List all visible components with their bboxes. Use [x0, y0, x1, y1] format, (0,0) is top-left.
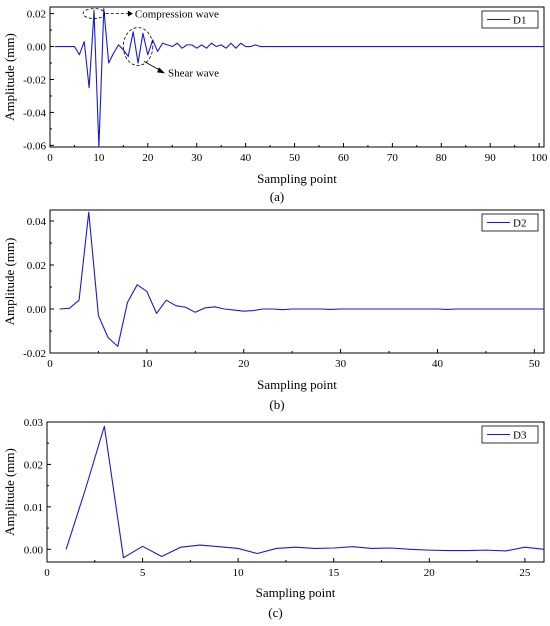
- x-tick-label: 10: [93, 152, 105, 164]
- shear-wave-marker: [122, 27, 154, 66]
- series-line-d2: [59, 211, 544, 347]
- y-tick-label: 0.00: [27, 304, 47, 316]
- panel-caption: (a): [270, 189, 284, 204]
- series-line-d1: [54, 8, 544, 147]
- legend-label: D2: [513, 218, 526, 230]
- shear-wave-label: Shear wave: [168, 67, 219, 79]
- chart-panel-2: 0 10 20 30 40 50 -0.02 0.00 0.02 0.04 D2 Sampling p…: [2, 209, 545, 412]
- x-tick-label: 40: [432, 358, 444, 370]
- chart-panel-3: 0 5 10 15 20 25 0.00 0.01 0.02 0.03 D3 Sampling poi…: [2, 417, 545, 620]
- x-tick-label: 0: [44, 567, 50, 579]
- x-tick-label: 100: [531, 152, 548, 164]
- plot-frame: [49, 209, 545, 354]
- y-tick-label: -0.02: [23, 348, 46, 360]
- x-tick-label: 20: [424, 567, 436, 579]
- shear-wave-arrowhead: [157, 67, 166, 74]
- annotations: Compression wave Shear wave: [82, 8, 219, 79]
- x-tick-label: 5: [140, 567, 146, 579]
- x-tick-label: 40: [240, 152, 252, 164]
- y-tick-label: 0.01: [24, 502, 43, 514]
- compression-wave-marker: [82, 8, 106, 19]
- compression-wave-label: Compression wave: [135, 9, 219, 21]
- x-axis-label: Sampling point: [257, 377, 337, 392]
- y-tick-label: 0.00: [27, 42, 47, 54]
- x-axis-label: Sampling point: [256, 585, 336, 600]
- x-tick-label: 30: [191, 152, 203, 164]
- x-axis-label: Sampling point: [257, 171, 337, 186]
- y-axis-label: Amplitude (mm): [2, 448, 17, 536]
- x-tick-label: 10: [233, 567, 245, 579]
- legend-label: D1: [513, 15, 526, 27]
- x-tick-label: 15: [328, 567, 340, 579]
- y-tick-label: 0.03: [24, 417, 44, 429]
- y-tick-label: 0.04: [27, 216, 47, 228]
- y-tick-label: 0.02: [27, 260, 46, 272]
- y-tick-label: 0.02: [27, 9, 46, 21]
- y-axis-label: Amplitude (mm): [2, 238, 17, 326]
- legend-label: D3: [513, 430, 527, 442]
- y-tick-label: -0.04: [23, 107, 46, 119]
- x-tick-label: 20: [238, 358, 250, 370]
- x-tick-label: 60: [338, 152, 350, 164]
- x-tick-label: 25: [519, 567, 531, 579]
- y-tick-label: 0.02: [24, 459, 43, 471]
- x-tick-label: 90: [485, 152, 497, 164]
- x-tick-label: 20: [142, 152, 154, 164]
- x-tick-label: 50: [289, 152, 301, 164]
- x-tick-label: 0: [47, 358, 53, 370]
- chart-panel-1: 0 10 20 30 40 50 60 70 80 90 100 -0.06 -0.04 -0.02 0.0…: [2, 6, 548, 204]
- y-tick-label: -0.02: [23, 74, 46, 86]
- panel-caption: (b): [269, 397, 284, 412]
- series-line-d3: [65, 425, 544, 559]
- legend: D1: [481, 10, 539, 29]
- y-tick-label: -0.06: [23, 140, 46, 152]
- legend: D2: [481, 213, 539, 232]
- x-tick-label: 80: [436, 152, 448, 164]
- panel-caption: (c): [268, 605, 282, 620]
- y-tick-label: 0.00: [24, 544, 44, 556]
- plot-frame: [46, 421, 545, 563]
- plot-frame: [49, 6, 545, 148]
- y-axis-label: Amplitude (mm): [2, 33, 17, 121]
- compression-wave-arrowhead: [127, 10, 133, 17]
- x-tick-label: 30: [335, 358, 347, 370]
- x-tick-label: 50: [529, 358, 541, 370]
- x-tick-label: 10: [141, 358, 153, 370]
- x-tick-label: 0: [47, 152, 53, 164]
- legend: D3: [481, 425, 539, 444]
- x-tick-label: 70: [387, 152, 399, 164]
